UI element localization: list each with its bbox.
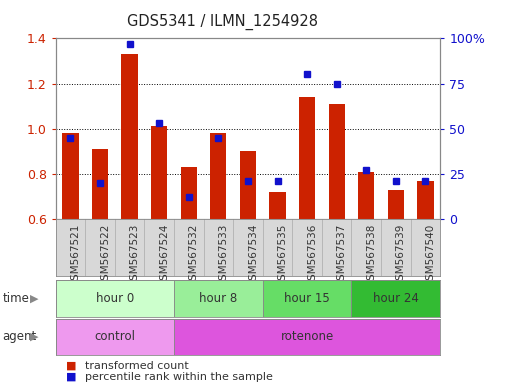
Text: GSM567532: GSM567532	[188, 223, 198, 287]
Text: hour 0: hour 0	[95, 292, 134, 305]
Bar	[298, 97, 315, 219]
Bar	[56, 319, 174, 355]
Text: GSM567533: GSM567533	[218, 223, 228, 287]
Bar	[92, 149, 108, 219]
Text: GSM567536: GSM567536	[307, 223, 317, 287]
Text: GSM567540: GSM567540	[425, 223, 435, 287]
Text: GSM567522: GSM567522	[100, 223, 110, 287]
Bar	[387, 190, 403, 219]
Bar	[358, 172, 374, 219]
Text: GDS5341 / ILMN_1254928: GDS5341 / ILMN_1254928	[127, 13, 318, 30]
Text: agent: agent	[3, 331, 37, 343]
Text: ■: ■	[66, 361, 76, 371]
Text: rotenone: rotenone	[280, 331, 333, 343]
Bar	[351, 280, 439, 317]
Bar	[417, 180, 433, 219]
Text: GSM567534: GSM567534	[247, 223, 258, 287]
Bar	[210, 133, 226, 219]
Bar	[239, 151, 256, 219]
Text: ▶: ▶	[30, 332, 38, 342]
Bar	[62, 133, 78, 219]
Text: ■: ■	[66, 372, 76, 382]
Text: GSM567539: GSM567539	[395, 223, 405, 287]
Bar	[262, 280, 351, 317]
Text: ▶: ▶	[30, 293, 38, 304]
Text: control: control	[94, 331, 135, 343]
Bar	[269, 192, 285, 219]
Text: hour 8: hour 8	[199, 292, 237, 305]
Bar	[174, 280, 262, 317]
Bar	[151, 126, 167, 219]
Text: GSM567537: GSM567537	[336, 223, 346, 287]
Text: transformed count: transformed count	[85, 361, 188, 371]
Bar	[56, 280, 174, 317]
Text: GSM567535: GSM567535	[277, 223, 287, 287]
Bar	[328, 104, 344, 219]
Text: GSM567524: GSM567524	[159, 223, 169, 287]
Bar	[174, 319, 439, 355]
Bar	[180, 167, 196, 219]
Text: hour 24: hour 24	[372, 292, 418, 305]
Text: percentile rank within the sample: percentile rank within the sample	[85, 372, 272, 382]
Text: GSM567523: GSM567523	[129, 223, 139, 287]
Text: GSM567521: GSM567521	[70, 223, 80, 287]
Text: time: time	[3, 292, 29, 305]
Bar	[121, 54, 137, 219]
Text: hour 15: hour 15	[284, 292, 329, 305]
Text: GSM567538: GSM567538	[366, 223, 376, 287]
